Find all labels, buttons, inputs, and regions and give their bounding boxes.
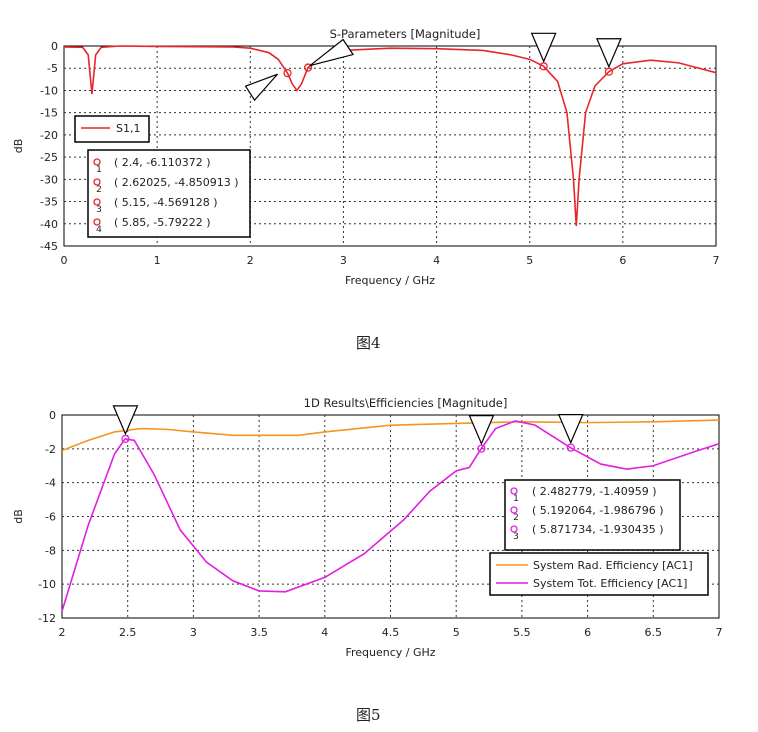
x-tick-label: 2 — [247, 254, 254, 267]
y-tick-label: -30 — [40, 173, 58, 186]
marker-table-icon — [510, 525, 518, 533]
x-tick-label: 1 — [154, 254, 161, 267]
x-tick-label: 3 — [190, 626, 197, 639]
figure-caption-4: 图4 — [356, 334, 381, 352]
chart-title: S-Parameters [Magnitude] — [330, 27, 481, 41]
marker-flag — [468, 415, 495, 446]
y-tick-label: -10 — [38, 578, 56, 591]
x-tick-label: 4.5 — [382, 626, 400, 639]
y-tick-label: -35 — [40, 196, 58, 209]
legend-box — [74, 115, 150, 143]
marker-table-id: 1 — [96, 165, 102, 175]
y-tick-label: -15 — [40, 107, 58, 120]
marker-table-value: ( 2.4, -6.110372 ) — [114, 156, 211, 169]
marker-table — [504, 479, 681, 551]
y-tick-label: -5 — [47, 62, 58, 75]
marker-point — [283, 69, 292, 78]
marker-table-id: 2 — [96, 185, 102, 195]
y-tick-label: 0 — [49, 409, 56, 422]
y-tick-label: -25 — [40, 151, 58, 164]
y-axis-label: dB — [12, 139, 25, 154]
marker-flag — [595, 38, 622, 69]
x-axis-label: Frequency / GHz — [345, 274, 435, 287]
marker-table-value: ( 5.15, -4.569128 ) — [114, 196, 218, 209]
marker-flag — [244, 73, 278, 102]
marker-table-value: ( 2.482779, -1.40959 ) — [532, 485, 657, 498]
marker-table-id: 3 — [96, 205, 102, 215]
y-tick-label: -12 — [38, 612, 56, 625]
x-tick-label: 6.5 — [645, 626, 663, 639]
x-tick-label: 2 — [59, 626, 66, 639]
x-tick-label: 3 — [340, 254, 347, 267]
y-tick-label: -4 — [45, 477, 56, 490]
x-tick-label: 7 — [716, 626, 723, 639]
y-tick-label: -40 — [40, 218, 58, 231]
marker-table-icon — [93, 158, 101, 166]
y-tick-label: 0 — [51, 40, 58, 53]
x-tick-label: 5 — [453, 626, 460, 639]
x-axis-label: Frequency / GHz — [345, 646, 435, 659]
marker-point — [303, 63, 313, 72]
x-tick-label: 0 — [61, 254, 68, 267]
legend-label: System Tot. Efficiency [AC1] — [533, 577, 687, 590]
x-tick-label: 6 — [619, 254, 626, 267]
marker-table-icon — [93, 178, 101, 186]
marker-table-id: 2 — [513, 513, 519, 523]
marker-table-id: 4 — [96, 225, 102, 235]
x-tick-label: 3.5 — [250, 626, 268, 639]
chart-title: 1D Results\Efficiencies [Magnitude] — [304, 396, 508, 410]
marker-table-icon — [93, 198, 101, 206]
x-tick-label: 4 — [433, 254, 440, 267]
x-tick-label: 5 — [526, 254, 533, 267]
y-tick-label: -20 — [40, 129, 58, 142]
marker-table-icon — [510, 487, 518, 495]
series-line — [61, 420, 720, 612]
marker-flag — [530, 32, 557, 63]
x-tick-label: 7 — [713, 254, 720, 267]
marker-table-value: ( 2.62025, -4.850913 ) — [114, 176, 239, 189]
y-tick-label: -8 — [45, 544, 56, 557]
x-tick-label: 6 — [584, 626, 591, 639]
marker-table-id: 3 — [513, 532, 519, 542]
y-tick-label: -10 — [40, 84, 58, 97]
marker-table-icon — [93, 218, 101, 226]
y-axis-label: dB — [12, 509, 25, 524]
legend-box — [489, 552, 709, 596]
y-tick-label: -2 — [45, 443, 56, 456]
marker-table-value: ( 5.85, -5.79222 ) — [114, 216, 211, 229]
marker-table — [87, 149, 251, 238]
y-tick-label: -6 — [45, 511, 56, 524]
marker-table-icon — [510, 506, 518, 514]
legend-label: System Rad. Efficiency [AC1] — [533, 559, 693, 572]
figure-caption-5: 图5 — [356, 706, 381, 724]
marker-table-id: 1 — [513, 494, 519, 504]
x-tick-label: 2.5 — [119, 626, 137, 639]
series-line — [61, 419, 720, 452]
marker-flag — [309, 38, 355, 67]
marker-table-value: ( 5.192064, -1.986796 ) — [532, 504, 664, 517]
marker-flag — [112, 405, 139, 436]
x-tick-label: 5.5 — [513, 626, 531, 639]
legend-label: S1,1 — [116, 122, 140, 135]
marker-flag — [557, 414, 584, 445]
x-tick-label: 4 — [321, 626, 328, 639]
y-tick-label: -45 — [40, 240, 58, 253]
marker-table-value: ( 5.871734, -1.930435 ) — [532, 523, 664, 536]
